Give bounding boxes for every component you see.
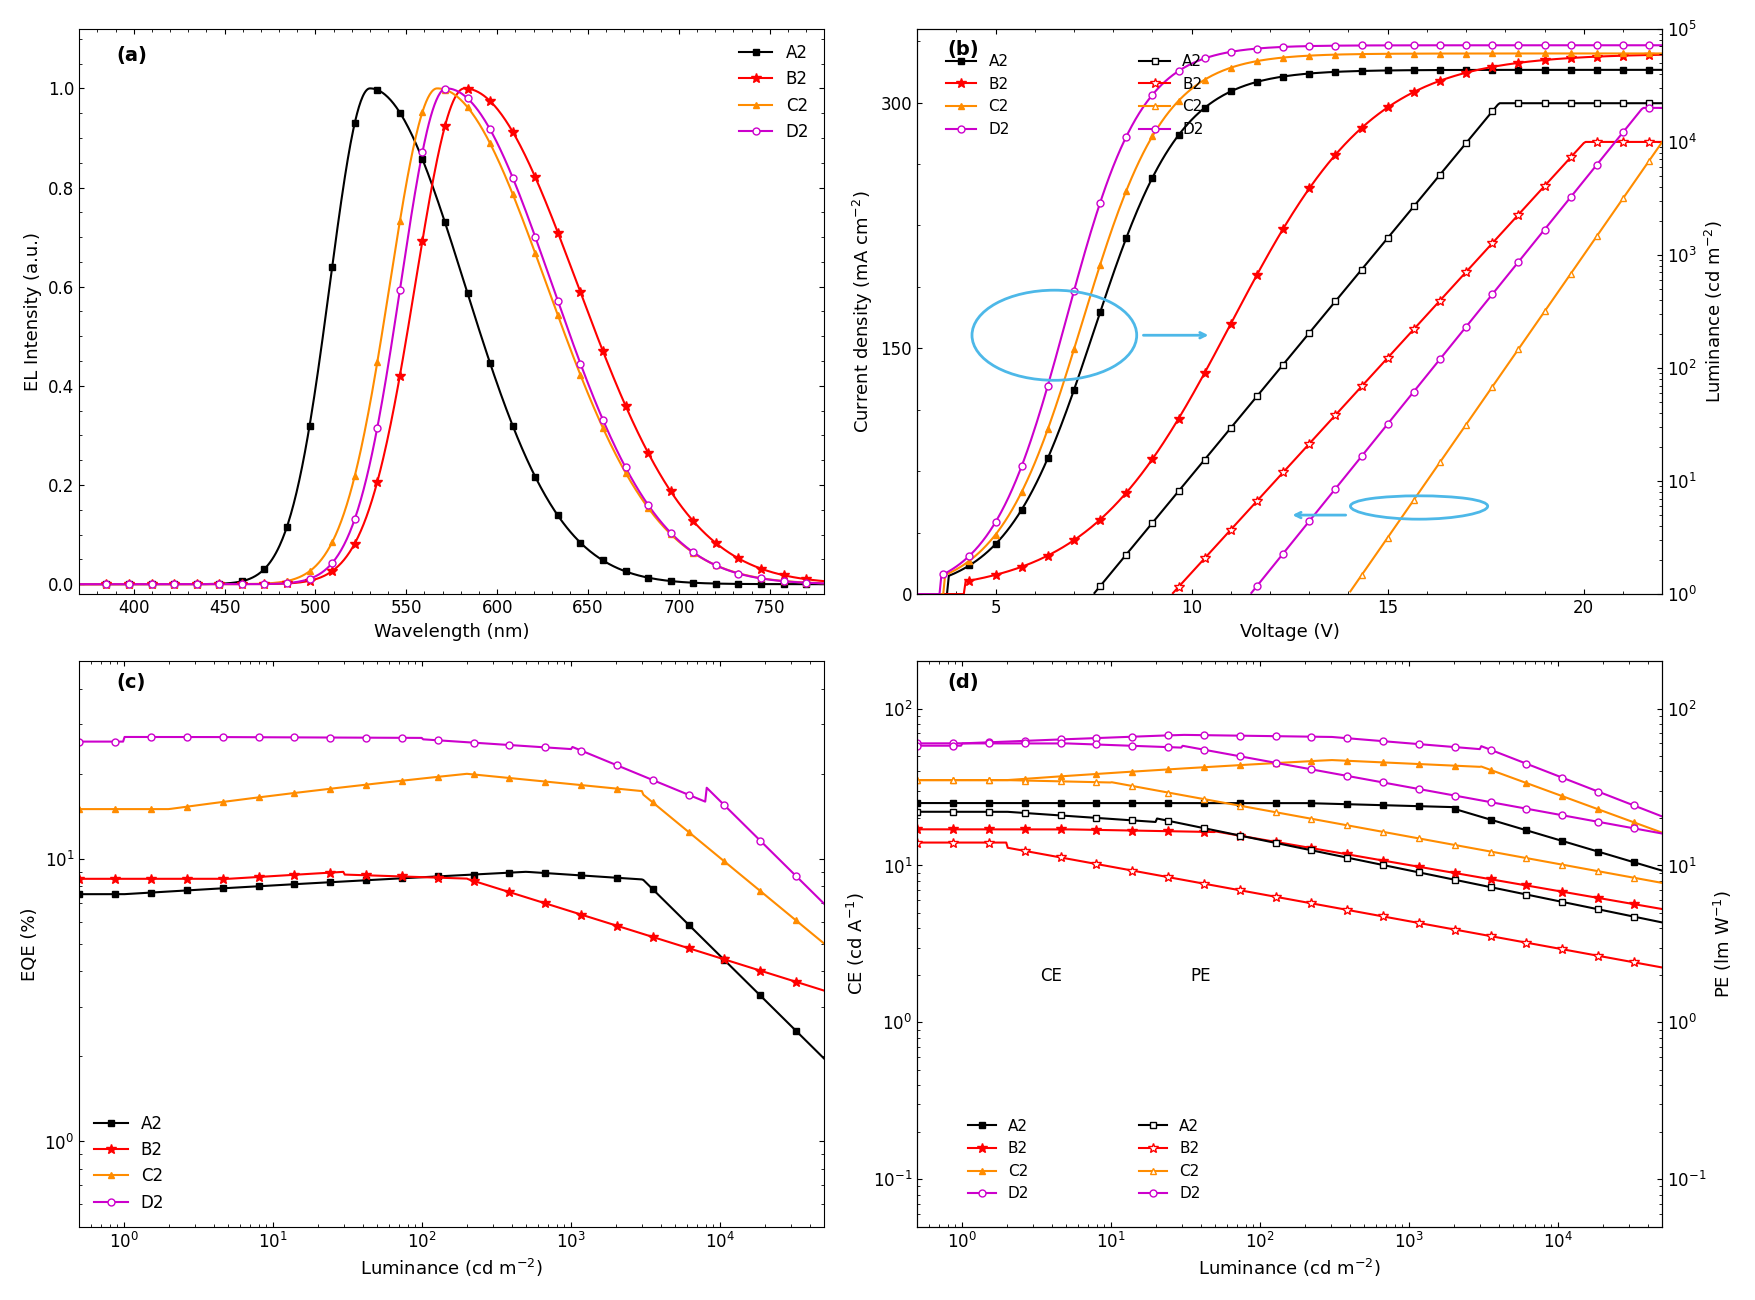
X-axis label: Wavelength (nm): Wavelength (nm) <box>374 623 530 641</box>
X-axis label: Luminance (cd m$^{-2}$): Luminance (cd m$^{-2}$) <box>1199 1257 1381 1279</box>
Text: PE: PE <box>1190 967 1211 984</box>
Legend: A2, B2, C2, D2: A2, B2, C2, D2 <box>1134 48 1209 143</box>
X-axis label: Voltage (V): Voltage (V) <box>1239 623 1339 641</box>
Y-axis label: CE (cd A$^{-1}$): CE (cd A$^{-1}$) <box>846 893 867 996</box>
Y-axis label: PE (lm W$^{-1}$): PE (lm W$^{-1}$) <box>1713 891 1734 998</box>
Legend: A2, B2, C2, D2: A2, B2, C2, D2 <box>1134 1113 1207 1208</box>
Y-axis label: EQE (%): EQE (%) <box>21 907 39 980</box>
Legend: A2, B2, C2, D2: A2, B2, C2, D2 <box>88 1108 170 1218</box>
Y-axis label: Current density (mA cm$^{-2}$): Current density (mA cm$^{-2}$) <box>851 190 876 433</box>
Y-axis label: EL Intensity (a.u.): EL Intensity (a.u.) <box>25 231 42 391</box>
Text: (b): (b) <box>948 40 979 60</box>
Y-axis label: Luminance (cd m$^{-2}$): Luminance (cd m$^{-2}$) <box>1702 220 1725 403</box>
Text: (c): (c) <box>116 672 146 692</box>
Text: (a): (a) <box>116 46 147 65</box>
Text: CE: CE <box>1041 967 1062 984</box>
X-axis label: Luminance (cd m$^{-2}$): Luminance (cd m$^{-2}$) <box>360 1257 542 1279</box>
Text: (d): (d) <box>948 672 979 692</box>
Legend: A2, B2, C2, D2: A2, B2, C2, D2 <box>732 38 816 147</box>
